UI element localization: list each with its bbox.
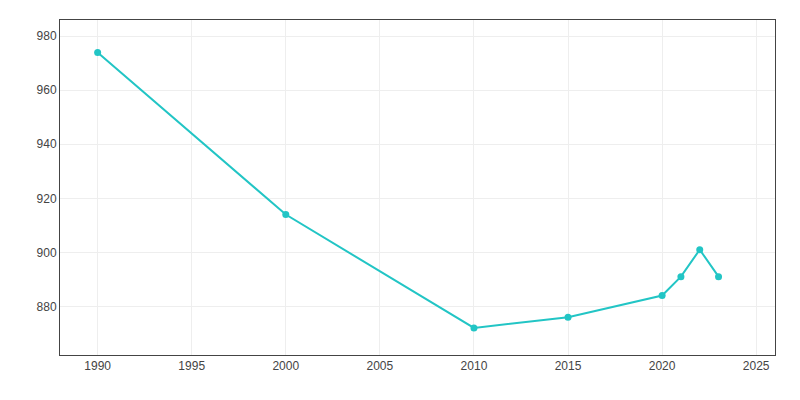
svg-text:2015: 2015: [555, 359, 582, 373]
svg-text:980: 980: [37, 29, 57, 43]
svg-text:1990: 1990: [84, 359, 111, 373]
svg-text:2020: 2020: [649, 359, 676, 373]
svg-text:900: 900: [37, 246, 57, 260]
svg-text:880: 880: [37, 300, 57, 314]
svg-text:940: 940: [37, 137, 57, 151]
svg-text:2025: 2025: [743, 359, 770, 373]
svg-text:2000: 2000: [272, 359, 299, 373]
svg-text:920: 920: [37, 192, 57, 206]
svg-text:2005: 2005: [367, 359, 394, 373]
svg-text:2010: 2010: [461, 359, 488, 373]
svg-text:960: 960: [37, 83, 57, 97]
svg-text:1995: 1995: [178, 359, 205, 373]
